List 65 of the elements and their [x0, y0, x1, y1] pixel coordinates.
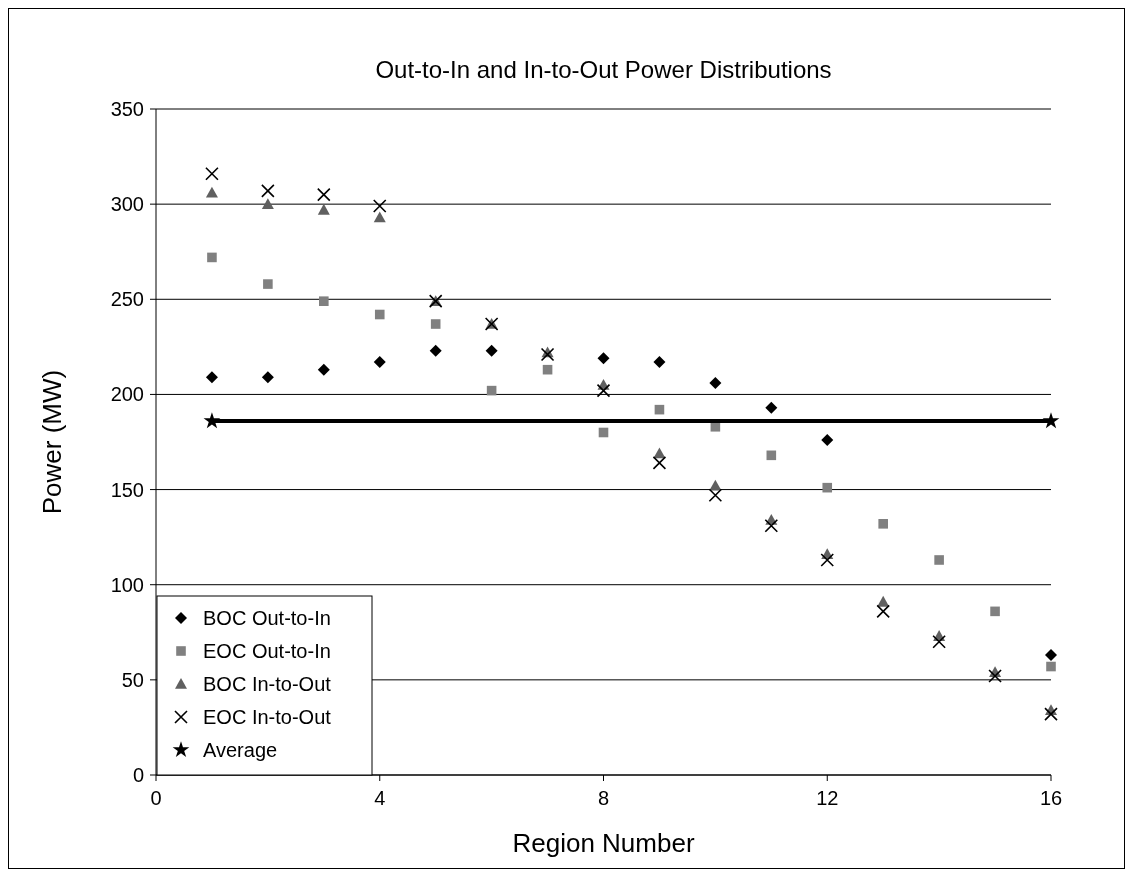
x-axis-title: Region Number [512, 828, 695, 858]
x-tick-label: 0 [150, 787, 162, 809]
point [263, 279, 273, 289]
point [373, 211, 386, 223]
legend-label: EOC In-to-Out [203, 706, 332, 728]
point [708, 488, 723, 503]
y-axis-title: Power (MW) [37, 369, 67, 515]
point [821, 434, 834, 447]
point [205, 186, 218, 198]
point [1042, 412, 1060, 429]
point [540, 347, 555, 362]
x-tick-label: 8 [597, 787, 610, 809]
point [317, 187, 331, 202]
point [988, 669, 1002, 683]
legend-label: BOC Out-to-In [203, 607, 331, 629]
point [205, 166, 219, 181]
point [485, 344, 498, 357]
x-tick-label: 4 [374, 787, 386, 809]
x-tick-label: 16 [1039, 787, 1063, 809]
point [822, 482, 833, 493]
point [709, 479, 722, 491]
x-tick-label: 12 [816, 787, 839, 809]
point [596, 383, 611, 398]
point [878, 519, 888, 529]
y-tick-label: 200 [110, 383, 144, 406]
point [934, 555, 944, 565]
point [652, 456, 667, 470]
point [261, 184, 275, 198]
y-tick-label: 250 [110, 288, 144, 311]
point [765, 401, 778, 414]
point [653, 447, 666, 459]
y-tick-label: 350 [110, 98, 144, 120]
point [317, 363, 330, 376]
point [1044, 707, 1058, 721]
point [372, 199, 387, 213]
point [373, 356, 386, 369]
legend-label: BOC In-to-Out [203, 673, 332, 695]
point [653, 356, 666, 369]
point [261, 198, 274, 209]
point [207, 252, 217, 263]
point [990, 606, 1000, 617]
chart-title: Out-to-In and In-to-Out Power Distributions [375, 56, 832, 83]
point [820, 553, 835, 567]
point [205, 371, 218, 384]
point [374, 309, 385, 320]
legend-label: EOC Out-to-In [203, 640, 331, 662]
point [876, 604, 890, 619]
point [764, 518, 779, 533]
y-tick-label: 0 [132, 764, 144, 786]
legend-label: Average [203, 739, 278, 761]
point [597, 352, 610, 365]
y-tick-label: 150 [110, 478, 144, 501]
point [261, 371, 274, 384]
point [709, 377, 722, 390]
y-tick-label: 300 [110, 193, 144, 216]
point [203, 412, 221, 429]
point [319, 296, 329, 306]
point [1045, 649, 1057, 662]
point [430, 319, 441, 329]
y-tick-label: 50 [121, 668, 144, 691]
point [932, 635, 946, 649]
y-tick-label: 100 [110, 573, 144, 596]
point [429, 344, 442, 357]
point [1046, 661, 1056, 672]
point [877, 595, 890, 607]
